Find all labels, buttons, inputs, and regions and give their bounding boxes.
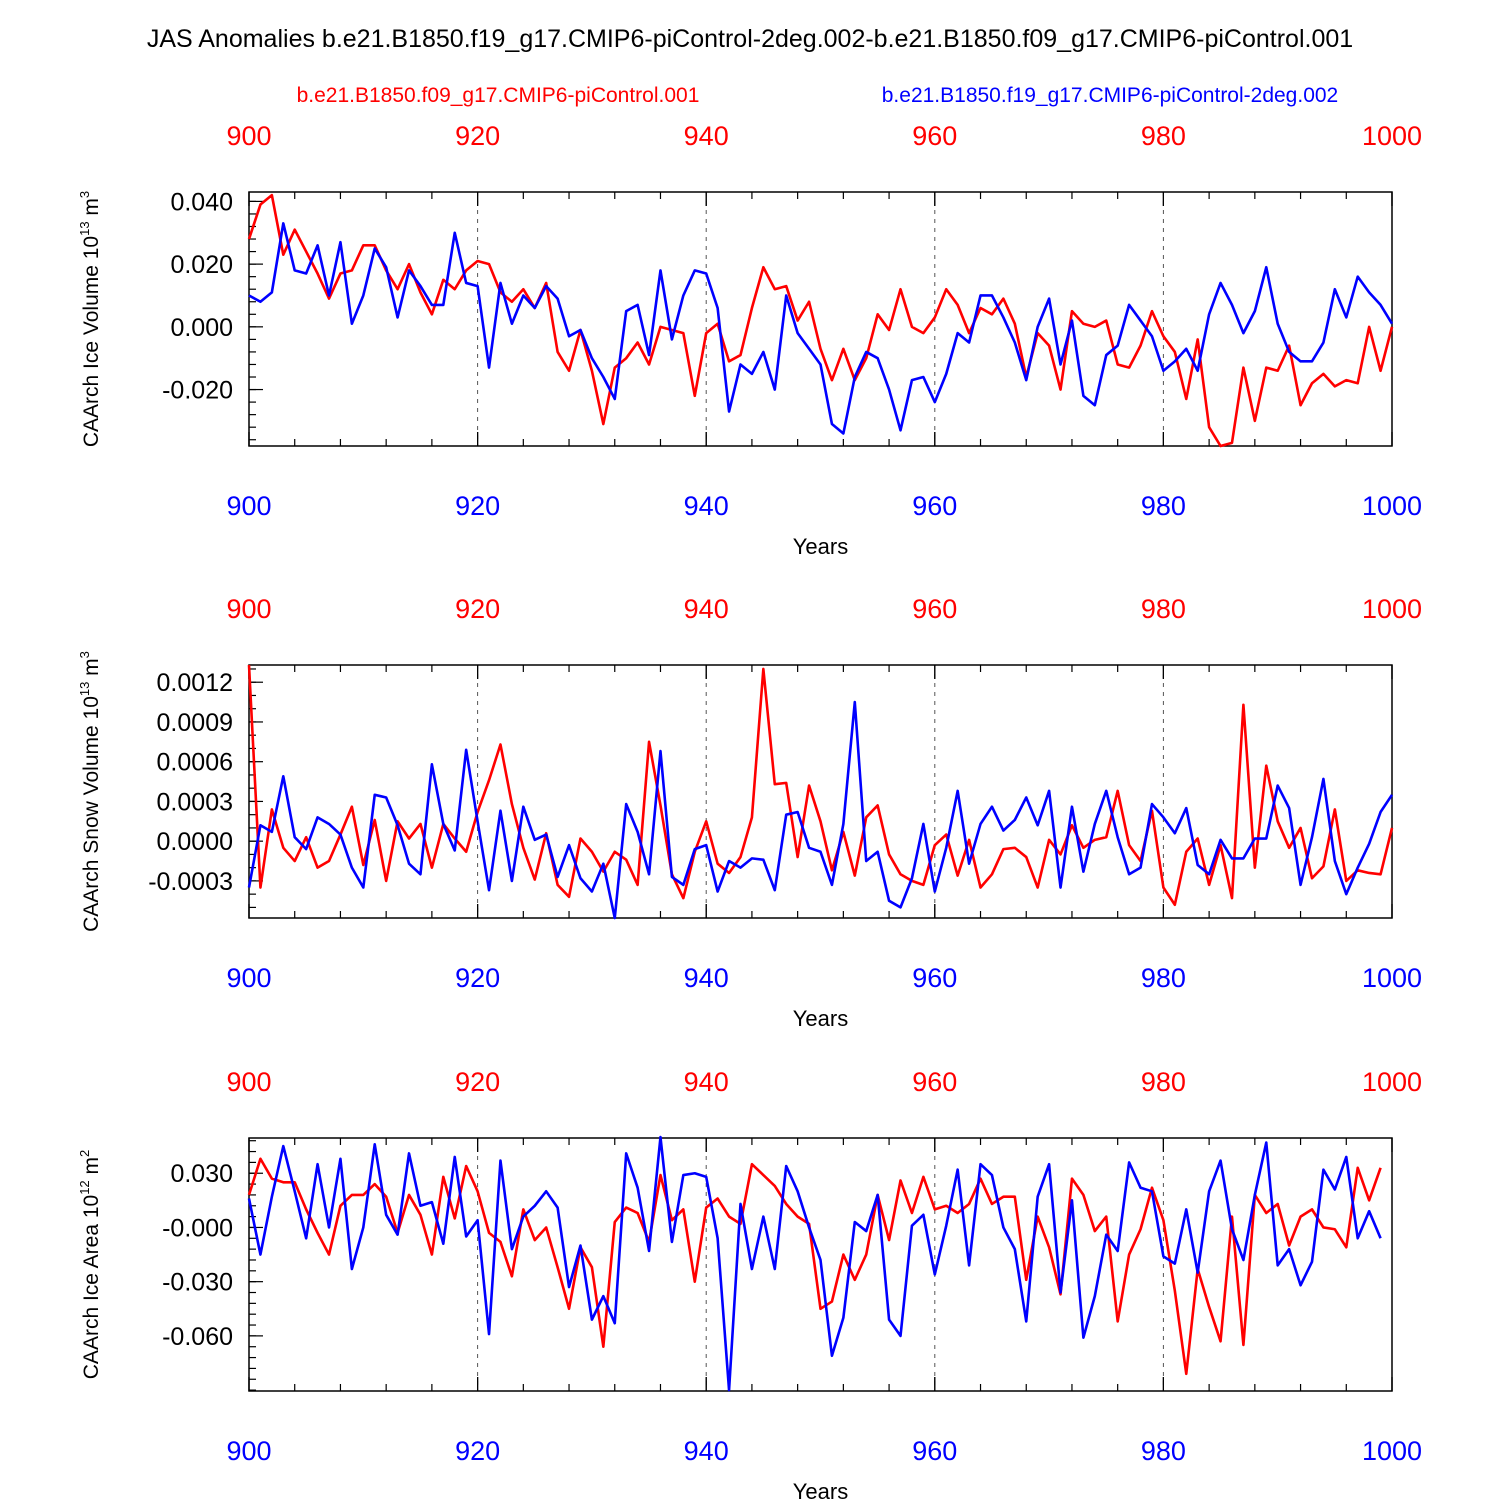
x-tick-label-bottom: 900	[226, 491, 271, 521]
x-tick-label-bottom: 940	[684, 1436, 729, 1466]
plot-frame	[248, 664, 1393, 919]
x-tick-label-bottom: 960	[912, 491, 957, 521]
y-tick-label: -0.0003	[148, 868, 233, 896]
x-tick-label-top: 960	[912, 594, 957, 624]
x-tick-label-bottom: 940	[684, 963, 729, 993]
y-axis-label: CAArch Snow Volume 1013 m3	[77, 651, 103, 932]
x-axis-label: Years	[793, 534, 848, 559]
y-tick-label: 0.0009	[157, 709, 233, 737]
x-tick-label-bottom: 980	[1141, 491, 1186, 521]
x-tick-label-bottom: 980	[1141, 963, 1186, 993]
y-axis-label-superscript: 2	[77, 1150, 92, 1157]
legend-red-label: b.e21.B1850.f09_g17.CMIP6-piControl.001	[297, 84, 700, 107]
y-tick-label: 0.0000	[157, 828, 233, 856]
x-tick-label-bottom: 940	[684, 491, 729, 521]
x-tick-label-top: 980	[1141, 594, 1186, 624]
x-tick-label-bottom: 1000	[1362, 491, 1422, 521]
x-tick-label-top: 980	[1141, 1067, 1186, 1097]
x-tick-label-top: 900	[226, 594, 271, 624]
x-tick-label-top: 1000	[1362, 594, 1422, 624]
y-axis-label-superscript: 13	[77, 221, 92, 235]
x-tick-label-bottom: 920	[455, 1436, 500, 1466]
x-tick-label-top: 920	[455, 1067, 500, 1097]
chart-panel-2: -0.0003 0.0000 0.0003 0.0006 0.0009 0.0012 900…	[77, 594, 1422, 1031]
x-tick-label-top: 900	[226, 121, 271, 151]
y-axis-label-text: CAArch Ice Area 10	[80, 1195, 103, 1379]
y-tick-label: -0.060	[162, 1323, 233, 1351]
y-axis-label-superscript: 3	[77, 191, 92, 198]
y-tick-label: 0.040	[170, 188, 233, 216]
series-line-red	[247, 664, 1394, 907]
x-tick-label-bottom: 1000	[1362, 1436, 1422, 1466]
x-tick-label-bottom: 980	[1141, 1436, 1186, 1466]
x-tick-label-top: 980	[1141, 121, 1186, 151]
x-axis-label: Years	[793, 1006, 848, 1031]
series-points-blue	[249, 702, 1392, 918]
y-axis-label: CAArch Ice Area 1012 m2	[77, 1150, 103, 1379]
chart-panel-1: -0.020 0.000 0.020 0.040 900 900 920 920 940 940 9…	[77, 121, 1422, 559]
y-tick-label: 0.0006	[157, 749, 233, 777]
y-tick-label: 0.0012	[157, 669, 233, 697]
x-tick-label-top: 960	[912, 1067, 957, 1097]
x-tick-label-top: 920	[455, 121, 500, 151]
x-tick-label-top: 1000	[1362, 1067, 1422, 1097]
figure-title: JAS Anomalies b.e21.B1850.f19_g17.CMIP6-…	[147, 25, 1353, 53]
y-tick-label: -0.000	[162, 1214, 233, 1242]
plot-frame	[248, 1137, 1393, 1392]
x-tick-label-bottom: 900	[226, 963, 271, 993]
x-tick-label-bottom: 1000	[1362, 963, 1422, 993]
series-line-red	[247, 1157, 1382, 1376]
y-tick-label: 0.0003	[157, 788, 233, 816]
y-tick-label: 0.000	[170, 314, 233, 342]
x-axis-label: Years	[793, 1479, 848, 1500]
legend-blue-label: b.e21.B1850.f19_g17.CMIP6-piControl-2deg…	[882, 84, 1338, 107]
x-tick-label-top: 1000	[1362, 121, 1422, 151]
x-tick-label-bottom: 900	[226, 1436, 271, 1466]
x-tick-label-bottom: 920	[455, 491, 500, 521]
y-axis-label-text: CAArch Ice Volume 10	[80, 236, 103, 447]
y-axis-label-text: m	[80, 198, 103, 221]
y-axis-label-text: m	[80, 1157, 103, 1180]
series-points-red	[249, 195, 1392, 446]
y-tick-label: 0.020	[170, 251, 233, 279]
x-tick-label-bottom: 960	[912, 1436, 957, 1466]
series-points-blue	[249, 223, 1392, 433]
x-tick-label-top: 940	[684, 594, 729, 624]
y-axis-label-superscript: 3	[77, 651, 92, 658]
series-line-red	[247, 193, 1394, 448]
y-axis-label-superscript: 12	[77, 1180, 92, 1194]
x-tick-label-bottom: 960	[912, 963, 957, 993]
series-line-blue	[247, 700, 1394, 920]
y-tick-label: -0.030	[162, 1269, 233, 1297]
y-axis-label-text: m	[80, 658, 103, 681]
x-tick-label-top: 920	[455, 594, 500, 624]
x-tick-label-top: 900	[226, 1067, 271, 1097]
chart-panel-3: -0.060 -0.030 -0.000 0.030 900 900 920 920 940 94…	[77, 1067, 1422, 1500]
x-tick-label-top: 940	[684, 121, 729, 151]
y-tick-label: -0.020	[162, 377, 233, 405]
plot-frame	[248, 191, 1393, 447]
y-axis-label: CAArch Ice Volume 1013 m3	[77, 191, 103, 447]
y-tick-label: 0.030	[170, 1160, 233, 1188]
y-axis-label-text: CAArch Snow Volume 10	[80, 696, 103, 932]
series-line-blue	[247, 1135, 1382, 1392]
x-tick-label-top: 960	[912, 121, 957, 151]
x-tick-label-top: 940	[684, 1067, 729, 1097]
x-tick-label-bottom: 920	[455, 963, 500, 993]
series-line-blue	[248, 222, 1394, 435]
y-axis-label-superscript: 13	[77, 682, 92, 696]
